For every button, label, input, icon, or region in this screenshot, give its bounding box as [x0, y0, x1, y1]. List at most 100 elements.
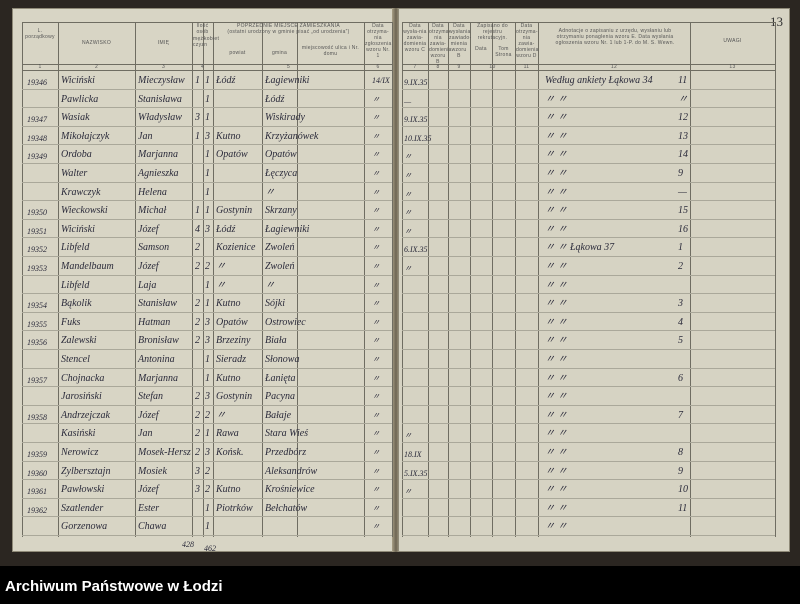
female-count: 1 [205, 149, 210, 161]
row-line [22, 479, 392, 481]
row-line [22, 311, 392, 313]
row-line [402, 107, 775, 109]
entry-number: 19355 [27, 319, 47, 329]
entry-number: 19352 [27, 245, 47, 255]
row-line [402, 349, 775, 350]
male-count: 2 [195, 409, 200, 421]
header-female: kobiet [204, 36, 220, 42]
column-line [213, 22, 214, 537]
row-line [402, 200, 775, 202]
row-line [402, 497, 775, 499]
row-line [402, 386, 775, 388]
male-count: 2 [195, 242, 200, 254]
column-number: 9 [457, 64, 461, 70]
header-prev-residence: POPRZEDNIE MIEJSCE ZAMIESZKANIA [237, 23, 340, 29]
header-army: Zapisano do rejestru rekrutacyjn. [477, 23, 508, 41]
annotation: 〃 〃 [545, 372, 568, 384]
date-sent-c: — [404, 96, 412, 106]
annotation: 〃 〃 [545, 502, 568, 514]
row-line [402, 516, 775, 518]
row-line [22, 293, 392, 295]
commune: Bałaje [265, 409, 292, 421]
first-name: Marjanna [138, 372, 178, 384]
reference-number: 9 [678, 168, 683, 179]
row-line [402, 144, 775, 146]
column-line [22, 22, 23, 537]
district: Kutno [216, 372, 241, 384]
commune: Aleksandrów [265, 465, 318, 477]
reference-number: — [678, 186, 687, 198]
annotation: 〃 〃 [545, 428, 568, 440]
district: Kutno [216, 298, 241, 310]
annotation: 〃 〃 [545, 335, 568, 347]
male-count: 2 [195, 447, 200, 458]
row-line [22, 404, 392, 406]
first-name: Agnieszka [138, 168, 179, 179]
header-date-c: Data wysła-nia zawia-domienia wzoru C [403, 23, 427, 53]
district: Kozienice [216, 242, 256, 254]
surname: Wasiak [61, 112, 90, 124]
entry-number: 19354 [27, 301, 47, 311]
row-line [402, 218, 775, 220]
row-line [402, 181, 775, 183]
district: Łódź [216, 75, 236, 86]
surname: Wiciński [61, 75, 95, 86]
district: Piotrków [216, 502, 253, 514]
commune: Stara Wieś [265, 428, 309, 440]
district: Kutno [216, 130, 241, 142]
book-spine [392, 8, 400, 552]
female-count: 2 [205, 261, 210, 272]
right-page [398, 8, 790, 552]
entry-number: 19357 [27, 375, 47, 385]
district: Opatów [216, 316, 248, 328]
female-count: 1 [205, 93, 210, 105]
reference-number: 16 [678, 223, 688, 235]
date-sent-c: 〃 [404, 208, 412, 218]
column-line [364, 22, 365, 537]
reference-number: 11 [678, 75, 688, 86]
commune: Zwoleń [265, 242, 295, 254]
date-sent-c: 18.IX [404, 450, 422, 459]
female-count: 1 [205, 168, 210, 179]
date-form1: 〃 [372, 150, 380, 160]
female-count: 2 [205, 409, 210, 421]
first-name: Hatman [138, 316, 171, 328]
header-no: L. porządkowy [25, 28, 55, 40]
column-number: 4 [200, 64, 205, 70]
column-line [203, 22, 204, 537]
reference-number: 5 [678, 335, 683, 347]
date-form1: 〃 [372, 224, 380, 234]
column-line [297, 22, 298, 537]
entry-number: 19362 [27, 505, 47, 515]
female-count: 1 [205, 372, 210, 384]
date-form1: 〃 [372, 410, 380, 420]
annotation: 〃 〃 [545, 409, 568, 421]
column-line [492, 22, 493, 537]
reference-number: 8 [678, 447, 683, 458]
surname: Wieckowski [61, 205, 108, 217]
column-line [428, 22, 429, 537]
entry-number: 19358 [27, 412, 47, 422]
column-number: 7 [413, 64, 417, 70]
header-prev-residence-sub: (ostatni urodzony w gminie pisać „od uro… [227, 29, 350, 35]
commune: Łanięta [265, 372, 296, 384]
first-name: Ester [138, 502, 160, 514]
surname: Chojnacka [61, 372, 105, 384]
archive-caption: Archiwum Państwowe w Łodzi [5, 578, 223, 595]
header-surname: NAZWISKO [81, 40, 112, 46]
reference-number: 13 [678, 130, 688, 142]
date-sent-c: 6.IX.35 [404, 245, 428, 255]
date-form1: 〃 [372, 206, 380, 216]
first-name: Helena [138, 186, 167, 198]
column-line [392, 22, 393, 537]
date-form1: 〃 [372, 503, 380, 513]
female-count: 3 [205, 130, 210, 142]
surname: Ordoba [61, 149, 92, 161]
reference-number: 1 [678, 242, 683, 254]
commune: Skrzany [265, 205, 297, 217]
column-line [538, 22, 539, 537]
date-form1: 〃 [372, 429, 380, 439]
female-count: 1 [205, 521, 210, 533]
annotation: 〃 〃 [545, 223, 568, 235]
total-male: 428 [182, 540, 194, 549]
